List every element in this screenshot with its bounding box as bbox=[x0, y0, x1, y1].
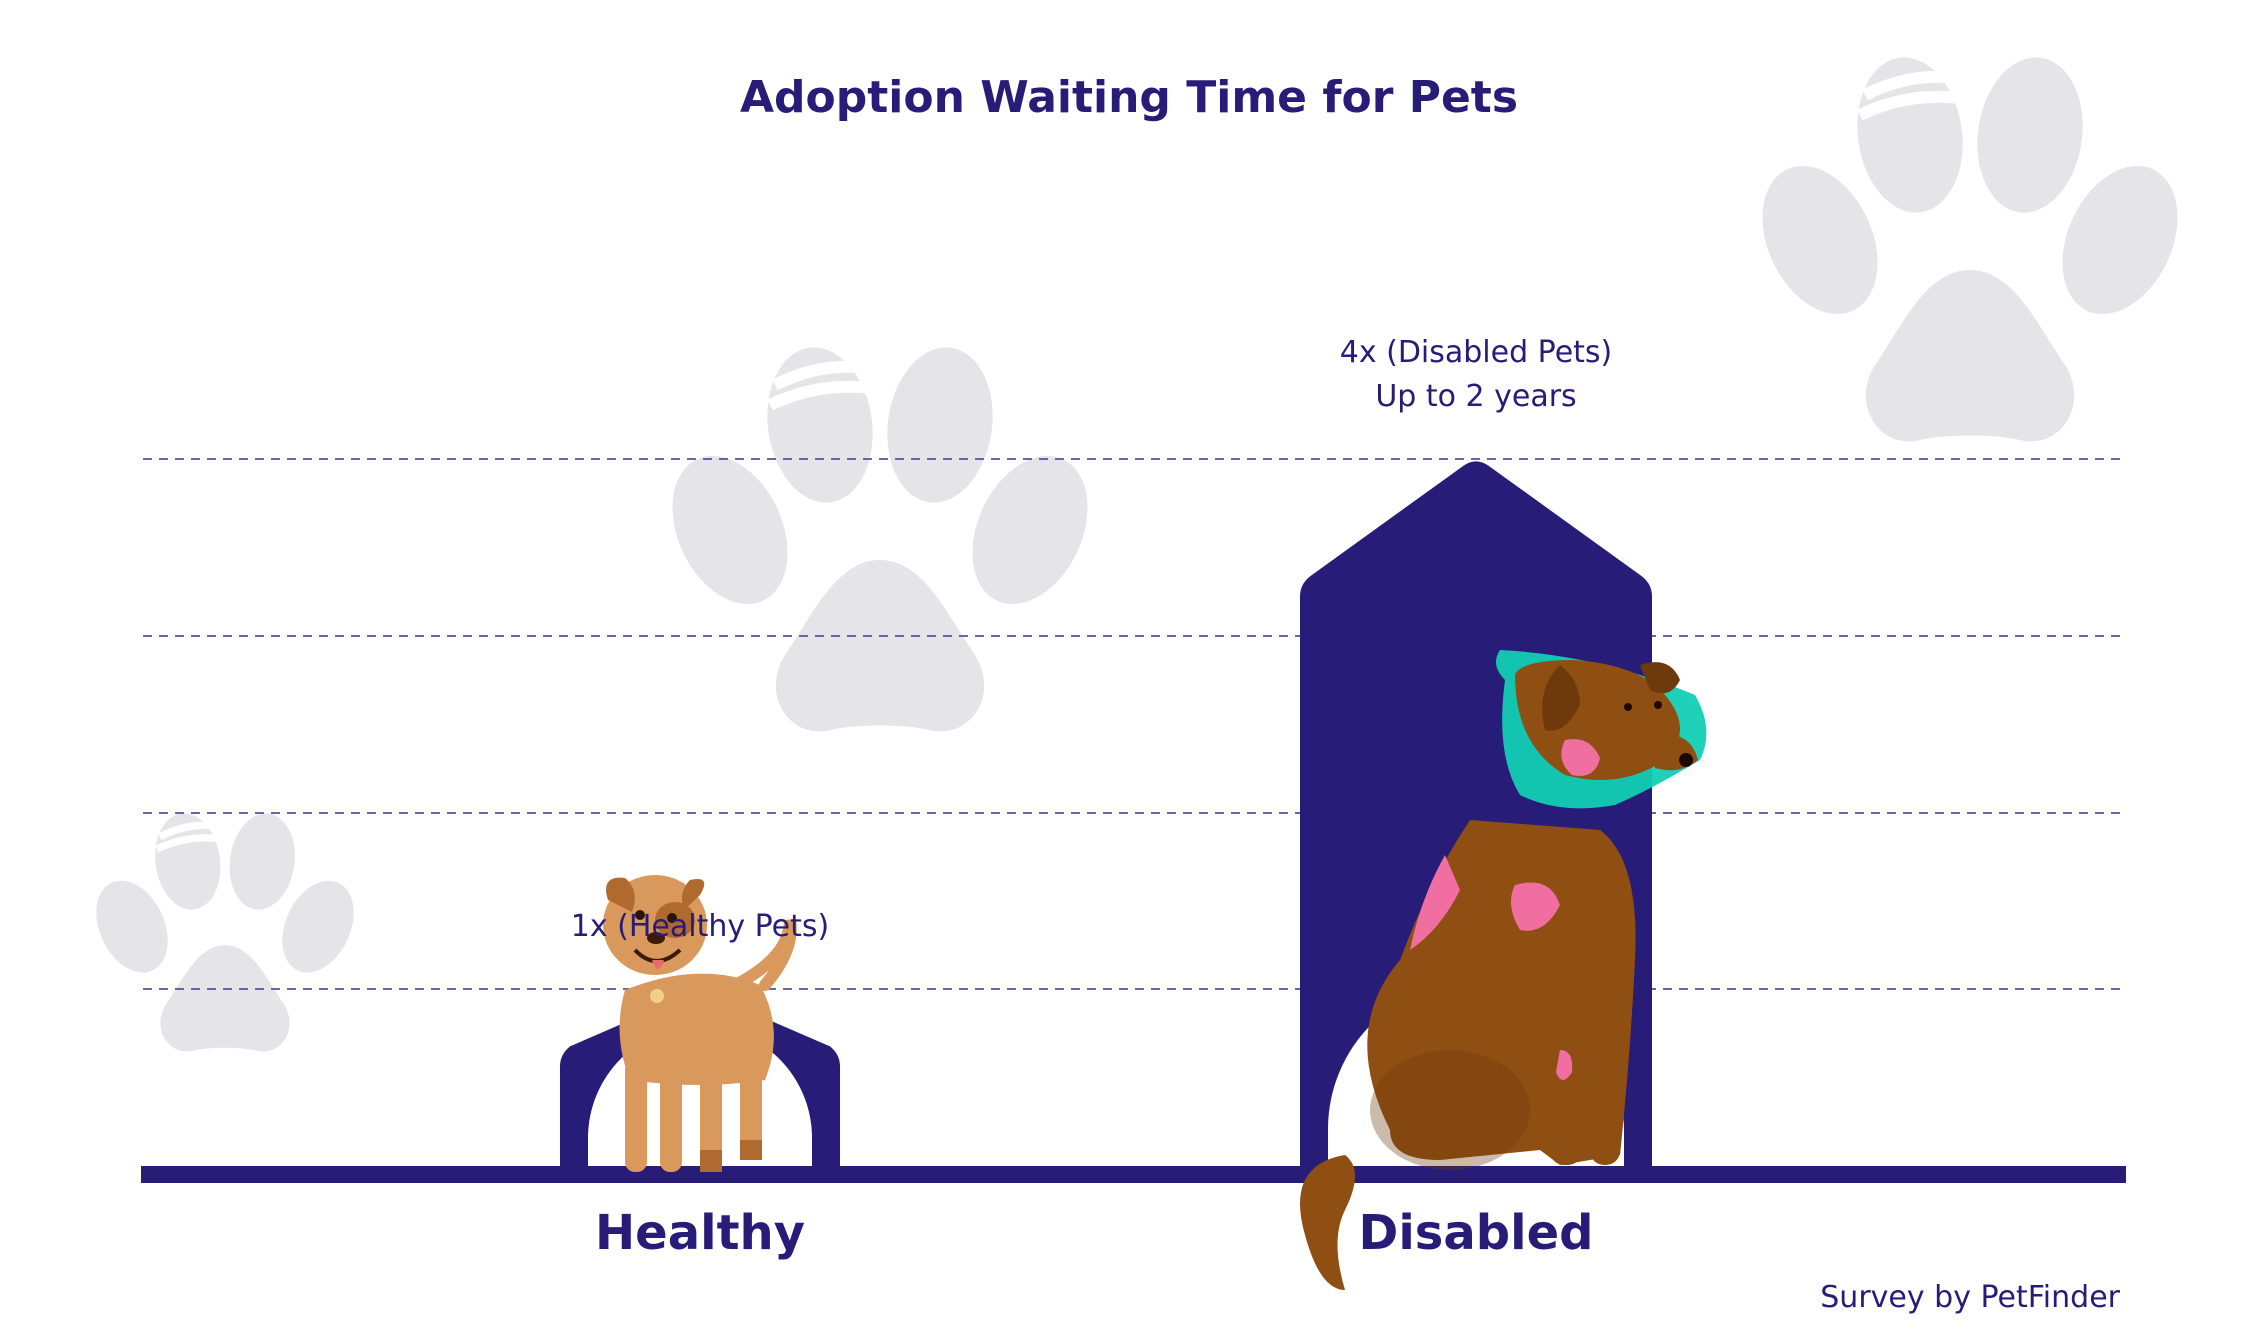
paw-print-icon bbox=[1762, 57, 2178, 442]
baseline bbox=[141, 1166, 2126, 1183]
data-label-line: 1x (Healthy Pets) bbox=[570, 909, 830, 945]
data-label-line: 4x (Disabled Pets) bbox=[1339, 335, 1613, 371]
dog-illustration bbox=[603, 875, 797, 1172]
data-label-disabled: 4x (Disabled Pets) Up to 2 years bbox=[1226, 331, 1726, 419]
chart-title: Adoption Waiting Time for Pets bbox=[739, 72, 1519, 123]
data-label-healthy: 1x (Healthy Pets) bbox=[450, 905, 950, 949]
category-label-disabled: Disabled bbox=[1358, 1205, 1594, 1261]
paw-print-icon bbox=[96, 813, 354, 1052]
background-paws bbox=[96, 57, 2178, 1052]
category-label-healthy: Healthy bbox=[595, 1205, 805, 1261]
data-label-line: Up to 2 years bbox=[1375, 379, 1577, 415]
cone-dog-illustration bbox=[1300, 650, 1707, 1290]
paw-print-icon bbox=[672, 347, 1088, 732]
source-note: Survey by PetFinder bbox=[1820, 1280, 2120, 1315]
gridlines bbox=[143, 458, 2126, 990]
